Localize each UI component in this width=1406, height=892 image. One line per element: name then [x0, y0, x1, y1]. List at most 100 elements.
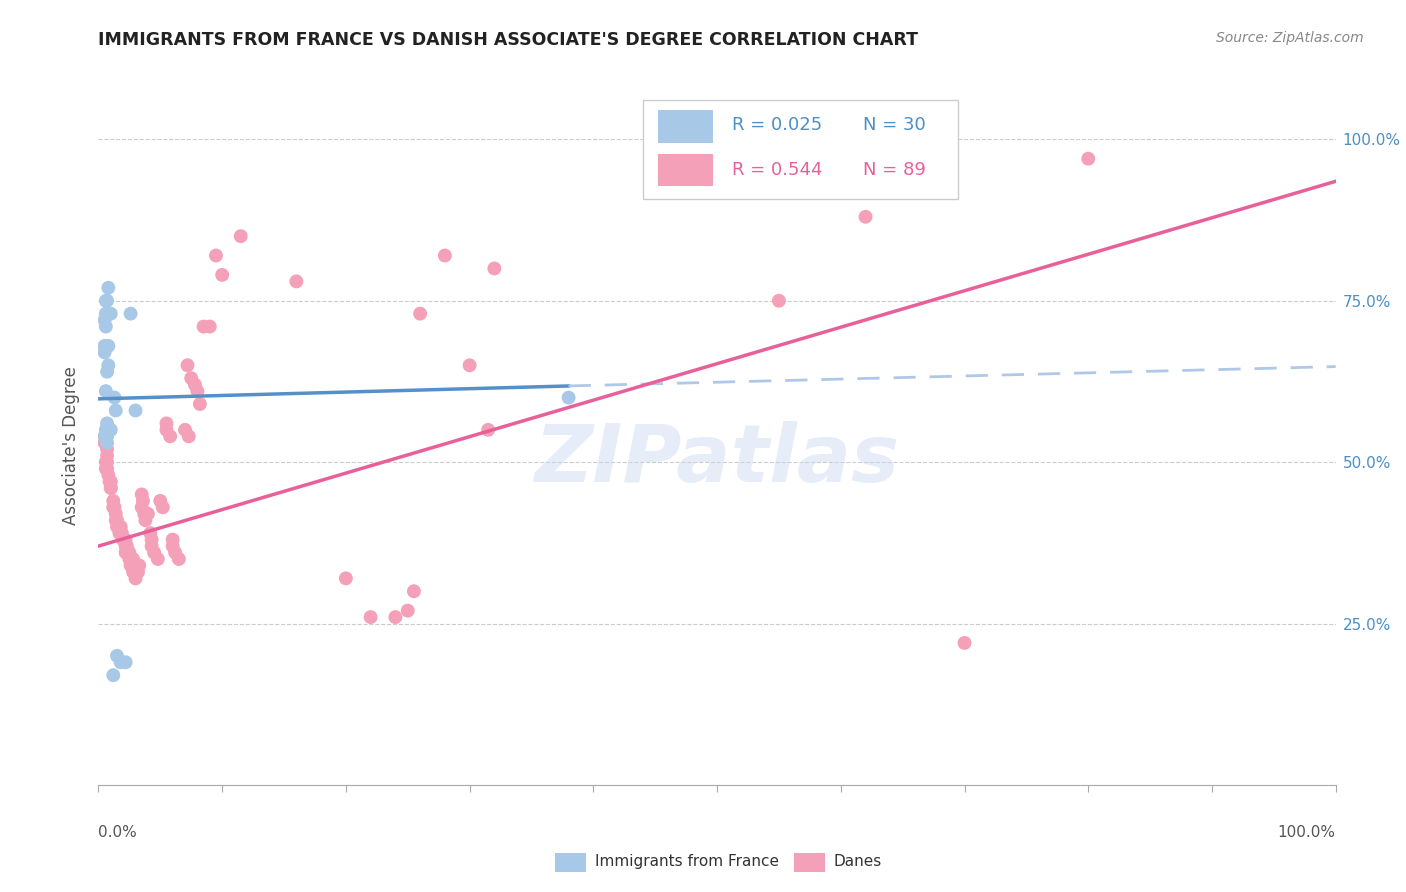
Point — [93, 429, 115, 443]
Point — [124, 571, 146, 585]
Point — [211, 268, 233, 282]
Point — [97, 468, 120, 483]
Point — [100, 475, 122, 489]
Point — [855, 210, 877, 224]
Text: N = 89: N = 89 — [863, 161, 927, 179]
Text: N = 30: N = 30 — [863, 116, 925, 135]
Point — [122, 552, 145, 566]
Point — [136, 507, 159, 521]
Point — [132, 494, 155, 508]
Point — [93, 435, 115, 450]
Point — [96, 435, 118, 450]
Text: 0.0%: 0.0% — [98, 825, 138, 840]
Point — [94, 307, 117, 321]
Y-axis label: Associate's Degree: Associate's Degree — [62, 367, 80, 525]
Point — [118, 552, 141, 566]
Text: R = 0.025: R = 0.025 — [733, 116, 823, 135]
Point — [96, 455, 118, 469]
Point — [127, 565, 149, 579]
Point — [124, 558, 146, 573]
Point — [484, 261, 506, 276]
Point — [174, 423, 197, 437]
Point — [98, 423, 121, 437]
Point — [100, 423, 122, 437]
Point — [100, 481, 122, 495]
Point — [335, 571, 357, 585]
Point — [1077, 152, 1099, 166]
Point — [122, 565, 145, 579]
Point — [94, 423, 117, 437]
Text: Danes: Danes — [834, 855, 882, 869]
Point — [96, 461, 118, 475]
Point — [128, 558, 150, 573]
Text: 100.0%: 100.0% — [1278, 825, 1336, 840]
Point — [159, 429, 181, 443]
Point — [162, 539, 184, 553]
Point — [105, 519, 128, 533]
Point — [402, 584, 425, 599]
Point — [98, 475, 121, 489]
Point — [97, 281, 120, 295]
Point — [124, 565, 146, 579]
Point — [108, 526, 131, 541]
Point — [176, 359, 198, 373]
Point — [103, 500, 125, 515]
Point — [110, 519, 132, 533]
Text: Immigrants from France: Immigrants from France — [595, 855, 779, 869]
Point — [165, 545, 187, 559]
Point — [112, 533, 135, 547]
Point — [118, 545, 141, 559]
Point — [146, 552, 169, 566]
Point — [155, 423, 177, 437]
Point — [100, 481, 122, 495]
Point — [186, 384, 208, 398]
Point — [96, 417, 118, 431]
Point — [229, 229, 252, 244]
Text: Source: ZipAtlas.com: Source: ZipAtlas.com — [1216, 31, 1364, 45]
Point — [114, 539, 136, 553]
Point — [104, 507, 127, 521]
Point — [177, 429, 200, 443]
Point — [104, 513, 127, 527]
Point — [134, 513, 156, 527]
Point — [139, 526, 162, 541]
Point — [141, 533, 163, 547]
Bar — [658, 111, 713, 143]
Point — [817, 152, 839, 166]
Point — [458, 359, 481, 373]
Point — [97, 423, 120, 437]
Point — [100, 307, 122, 321]
Point — [360, 610, 382, 624]
Point — [94, 455, 117, 469]
Point — [205, 248, 228, 262]
Text: IMMIGRANTS FROM FRANCE VS DANISH ASSOCIATE'S DEGREE CORRELATION CHART: IMMIGRANTS FROM FRANCE VS DANISH ASSOCIA… — [98, 31, 918, 49]
Point — [111, 526, 134, 541]
Point — [94, 461, 117, 475]
Point — [180, 371, 202, 385]
Point — [433, 248, 456, 262]
Point — [120, 558, 142, 573]
Point — [396, 604, 419, 618]
Point — [141, 539, 163, 553]
Point — [103, 668, 125, 682]
Point — [188, 397, 211, 411]
Point — [107, 519, 129, 533]
Point — [110, 655, 132, 669]
Point — [557, 391, 579, 405]
Point — [193, 319, 215, 334]
Text: ZIPatlas: ZIPatlas — [534, 420, 900, 499]
Point — [96, 293, 118, 308]
Point — [93, 345, 115, 359]
Point — [115, 539, 138, 553]
Point — [105, 513, 128, 527]
Point — [114, 655, 136, 669]
Point — [103, 494, 125, 508]
Point — [830, 152, 852, 166]
Point — [96, 442, 118, 457]
Point — [94, 319, 117, 334]
Point — [97, 339, 120, 353]
Point — [96, 365, 118, 379]
Point — [114, 545, 136, 559]
Bar — [658, 153, 713, 186]
Point — [162, 533, 184, 547]
